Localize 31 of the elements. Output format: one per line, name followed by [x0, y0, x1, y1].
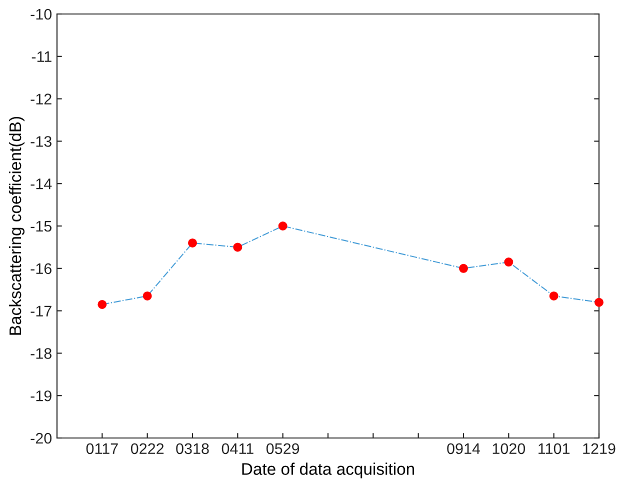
x-tick-label: 0318	[176, 443, 209, 454]
y-tick-label: -11	[32, 51, 52, 62]
y-tick-label: -18	[30, 348, 52, 359]
point	[278, 222, 288, 230]
y-tick-label: -12	[30, 94, 52, 104]
x-tick-label: 1020	[492, 443, 526, 454]
y-tick-label: -13	[30, 136, 52, 147]
y-tick-label: -10	[30, 8, 52, 20]
x-tick-label: 0914	[447, 443, 480, 454]
x-tick-label: 0222	[130, 443, 164, 454]
x-tick-label: 1219	[583, 443, 616, 454]
y-axis-title: Backscattering coefficient(dB)	[8, 116, 25, 335]
y-tick-label: -19	[30, 390, 52, 402]
point	[459, 264, 468, 273]
point	[504, 258, 514, 267]
y-tick-label: -14	[30, 178, 52, 190]
x-tick-label: 0117	[86, 443, 118, 454]
point	[549, 291, 558, 300]
x-tick-label: 0411	[222, 443, 254, 454]
point	[594, 298, 604, 307]
point	[98, 300, 107, 309]
x-tick-label: 1101	[538, 443, 570, 454]
point	[188, 238, 197, 248]
point	[142, 291, 152, 300]
x-tick-label: 0529	[266, 443, 300, 454]
point	[233, 242, 242, 252]
y-tick-label: -17	[30, 306, 52, 316]
y-tick-label: -16	[30, 263, 52, 274]
x-axis-title: Date of data acquisition	[242, 462, 414, 478]
y-tick-label: -15	[30, 221, 52, 232]
y-tick-label: -20	[30, 432, 52, 444]
